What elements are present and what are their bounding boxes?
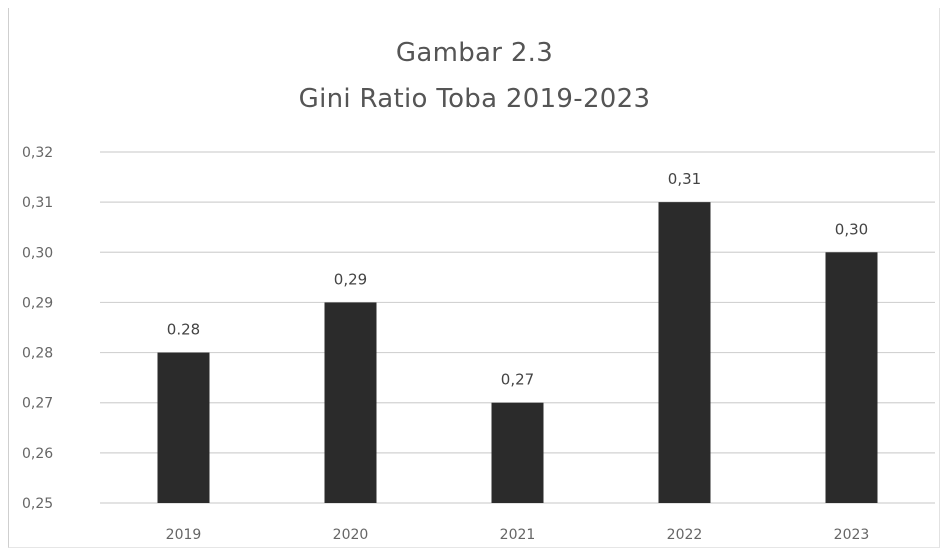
y-tick-label: 0,32 bbox=[22, 145, 53, 161]
y-tick-label: 0,28 bbox=[22, 346, 53, 362]
data-label: 0,29 bbox=[334, 270, 367, 288]
x-tick-label: 2020 bbox=[333, 527, 369, 543]
data-label: 0.28 bbox=[167, 321, 200, 339]
x-tick-label: 2019 bbox=[166, 527, 202, 543]
y-tick-label: 0,29 bbox=[22, 295, 53, 311]
chart-title: Gambar 2.3 bbox=[395, 38, 554, 68]
y-tick-label: 0,30 bbox=[22, 245, 53, 261]
y-tick-label: 0,25 bbox=[22, 496, 53, 512]
x-axis-ticks: 2019 2020 2021 2022 2023 bbox=[166, 527, 870, 543]
x-tick-label: 2023 bbox=[834, 527, 870, 543]
bar bbox=[491, 402, 544, 503]
bar bbox=[658, 202, 711, 503]
x-tick-label: 2022 bbox=[667, 527, 703, 543]
bar bbox=[157, 352, 210, 503]
chart-subtitle: Gini Ratio Toba 2019-2023 bbox=[298, 84, 651, 114]
y-tick-label: 0,26 bbox=[22, 446, 53, 462]
data-label: 0,30 bbox=[835, 220, 868, 238]
data-label: 0,27 bbox=[501, 371, 534, 389]
chart-frame bbox=[8, 8, 940, 548]
y-tick-label: 0,31 bbox=[22, 195, 53, 211]
bar bbox=[825, 252, 878, 503]
data-labels: 0.28 0,29 0,27 0,31 0,30 bbox=[167, 170, 868, 389]
bar bbox=[324, 302, 377, 503]
data-label: 0,31 bbox=[668, 170, 701, 188]
x-tick-label: 2021 bbox=[500, 527, 536, 543]
y-tick-label: 0,27 bbox=[22, 396, 53, 412]
bars bbox=[157, 202, 878, 503]
y-axis-ticks: 0,25 0,26 0,27 0,28 0,29 0,30 0,31 0,32 bbox=[22, 145, 53, 512]
